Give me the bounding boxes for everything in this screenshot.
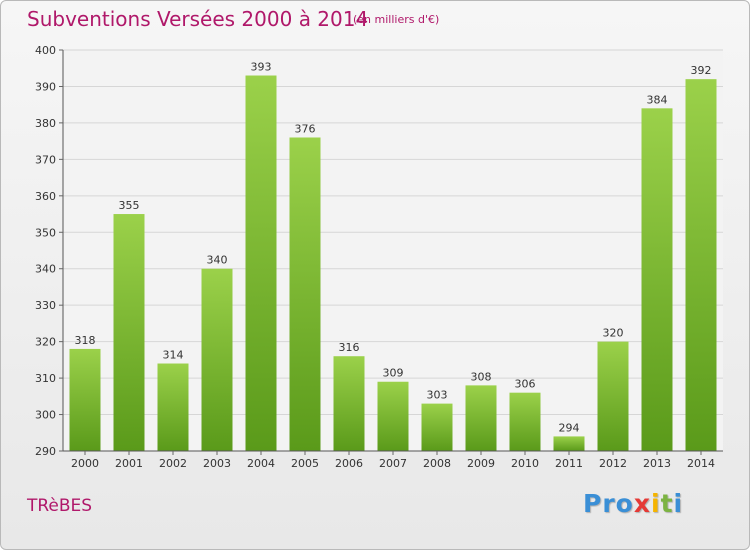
- y-tick-label: 350: [35, 226, 56, 239]
- y-tick-label: 400: [35, 44, 56, 57]
- x-tick-label: 2009: [467, 457, 495, 470]
- bar: [509, 392, 541, 451]
- y-tick-label: 290: [35, 445, 56, 458]
- bar: [685, 79, 717, 451]
- y-tick-label: 340: [35, 263, 56, 276]
- value-label: 303: [427, 389, 448, 402]
- logo-letter: i: [673, 489, 684, 518]
- bar: [377, 381, 409, 451]
- bar: [553, 436, 585, 451]
- value-label: 393: [251, 61, 272, 74]
- x-tick-label: 2006: [335, 457, 363, 470]
- logo-letter: x: [633, 489, 651, 518]
- value-label: 314: [163, 349, 184, 362]
- x-tick-label: 2010: [511, 457, 539, 470]
- value-label: 320: [603, 327, 624, 340]
- bar: [465, 385, 497, 451]
- y-axis-labels: 290 300 310 320 330 340 350 360 370 380 390 400: [35, 44, 63, 458]
- y-tick-label: 370: [35, 153, 56, 166]
- y-tick-label: 310: [35, 372, 56, 385]
- logo-letter: i: [651, 489, 661, 518]
- x-tick-label: 2012: [599, 457, 627, 470]
- x-tick-label: 2002: [159, 457, 187, 470]
- bar: [157, 363, 189, 451]
- bar: [69, 348, 101, 451]
- x-tick-label: 2001: [115, 457, 143, 470]
- y-tick-label: 330: [35, 299, 56, 312]
- unit-note: (en milliers d'€): [353, 13, 440, 26]
- x-tick-label: 2000: [71, 457, 99, 470]
- proxiti-logo: Proxiti: [583, 489, 683, 518]
- bar: [245, 75, 277, 451]
- x-axis-labels: 2000 2001 2002 2003 2004 2005 2006 2007 2008 2009…: [71, 451, 715, 470]
- logo-letter: P: [583, 489, 603, 518]
- x-tick-label: 2003: [203, 457, 231, 470]
- x-tick-label: 2014: [687, 457, 715, 470]
- x-tick-label: 2008: [423, 457, 451, 470]
- y-tick-label: 390: [35, 80, 56, 93]
- logo-letter: t: [660, 489, 674, 518]
- value-label: 318: [75, 334, 96, 347]
- logo-letter: o: [615, 489, 634, 518]
- y-tick-label: 320: [35, 336, 56, 349]
- bar: [113, 214, 145, 451]
- value-label: 376: [295, 122, 316, 135]
- value-label: 340: [207, 254, 228, 267]
- value-label: 384: [647, 93, 668, 106]
- x-tick-label: 2013: [643, 457, 671, 470]
- x-tick-label: 2004: [247, 457, 275, 470]
- value-labels: 318 355 314 340 393 376 316 309 303 308 306 294 320 3…: [75, 61, 712, 435]
- value-label: 392: [691, 64, 712, 77]
- x-tick-label: 2007: [379, 457, 407, 470]
- y-tick-label: 300: [35, 409, 56, 422]
- bars: [69, 75, 717, 451]
- value-label: 294: [559, 421, 580, 434]
- bar: [641, 108, 673, 451]
- bar: [597, 341, 629, 451]
- value-label: 316: [339, 341, 360, 354]
- value-label: 355: [119, 199, 140, 212]
- chart-title: Subventions Versées 2000 à 2014: [27, 7, 369, 31]
- y-tick-label: 380: [35, 117, 56, 130]
- logo-letter: r: [602, 489, 616, 518]
- value-label: 309: [383, 367, 404, 380]
- bar: [289, 137, 321, 451]
- bar: [421, 403, 453, 451]
- commune-name: TRèBES: [27, 496, 93, 516]
- bar: [333, 356, 365, 451]
- bar: [201, 268, 233, 451]
- grid-lines: [63, 49, 723, 452]
- x-tick-label: 2005: [291, 457, 319, 470]
- y-tick-label: 360: [35, 190, 56, 203]
- x-tick-label: 2011: [555, 457, 583, 470]
- value-label: 306: [515, 378, 536, 391]
- value-label: 308: [471, 370, 492, 383]
